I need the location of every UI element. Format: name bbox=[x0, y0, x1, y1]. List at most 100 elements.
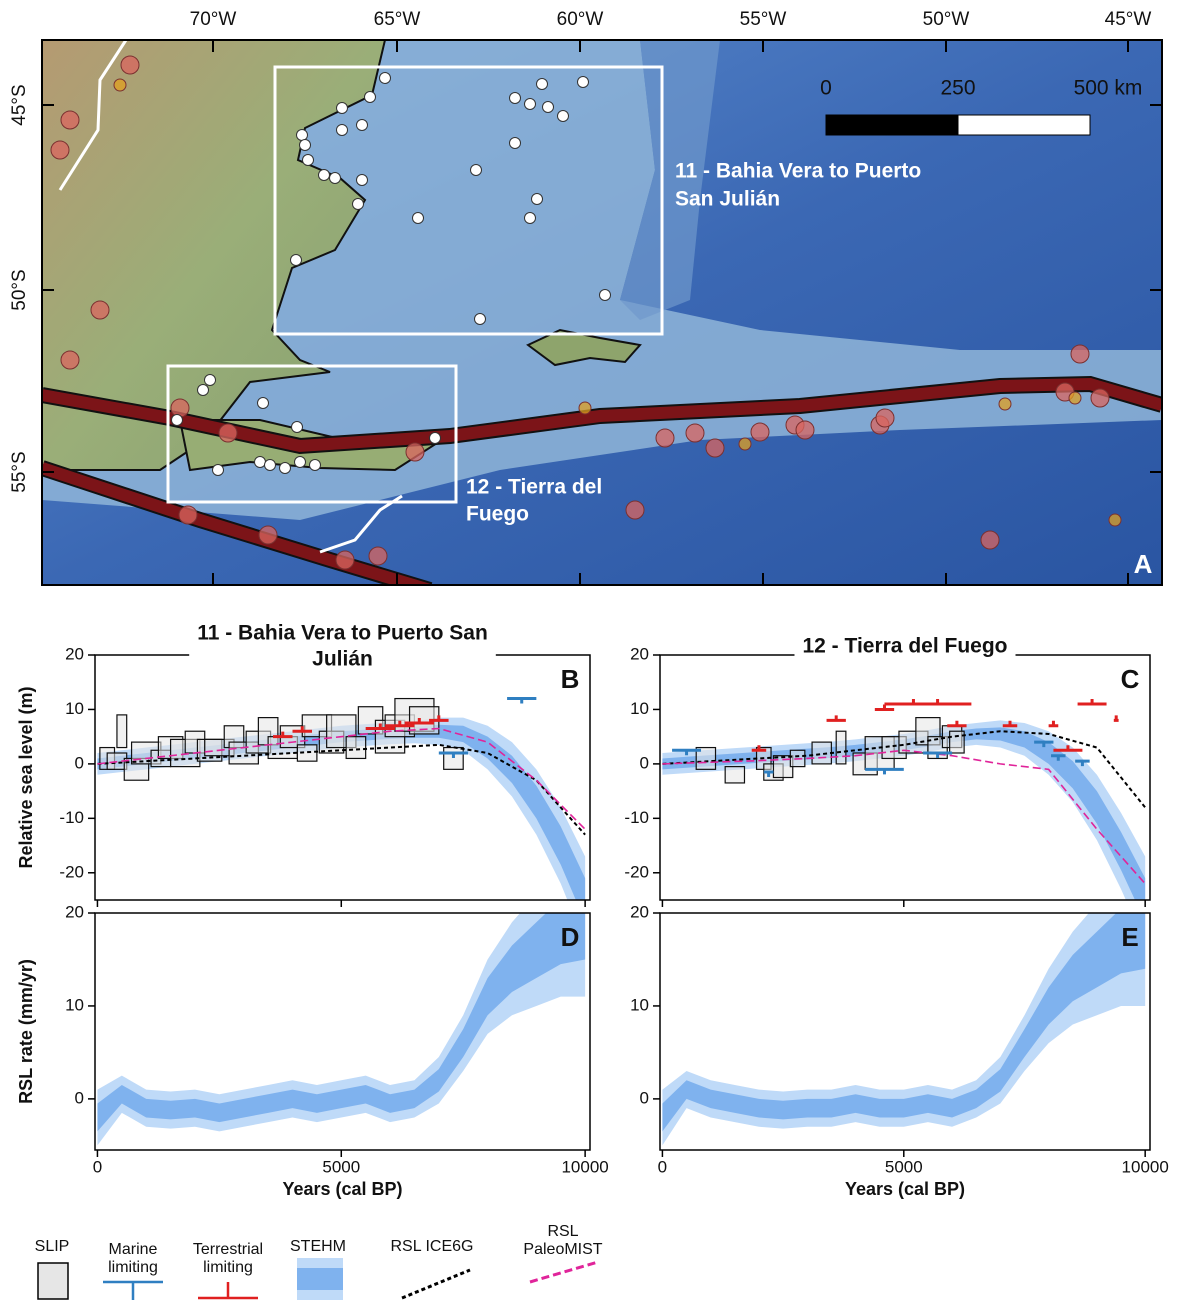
earthquake bbox=[336, 551, 354, 569]
y-tick-label: 10 bbox=[65, 699, 84, 718]
y-tick-label: -20 bbox=[59, 862, 84, 881]
marine-limiting bbox=[507, 699, 536, 704]
sample-site bbox=[353, 199, 364, 210]
y-tick-label: 20 bbox=[630, 902, 649, 921]
earthquake bbox=[796, 421, 814, 439]
x-tick-label: 10000 bbox=[561, 1157, 608, 1176]
legend-label: Marine bbox=[109, 1241, 158, 1258]
legend: SLIP Marine limiting Terrestrial limitin… bbox=[35, 1223, 603, 1300]
earthquake bbox=[91, 301, 109, 319]
sample-site bbox=[255, 457, 266, 468]
earthquake bbox=[981, 531, 999, 549]
plot-area bbox=[97, 848, 585, 1145]
lon-label: 70°W bbox=[190, 9, 237, 30]
figure: 0 250 500 km 11 - Bahia Vera to Puerto S… bbox=[0, 0, 1180, 1300]
earthquake bbox=[51, 141, 69, 159]
earthquake bbox=[1109, 514, 1121, 526]
sample-site bbox=[265, 460, 276, 471]
earthquake bbox=[219, 424, 237, 442]
legend-icon bbox=[198, 1282, 258, 1298]
y-tick-label: 0 bbox=[640, 753, 649, 772]
legend-label: limiting bbox=[108, 1259, 158, 1276]
legend-icon bbox=[103, 1282, 163, 1300]
terrestrial-limiting bbox=[1078, 699, 1107, 704]
scale-label: 250 bbox=[940, 77, 975, 100]
x-tick-label: 10000 bbox=[1122, 1157, 1169, 1176]
y-tick-label: 10 bbox=[630, 995, 649, 1014]
legend-label: STEHM bbox=[290, 1238, 346, 1255]
page: {"map": { "lon_labels": ["70°W", "65°W",… bbox=[0, 0, 1180, 1300]
sample-site bbox=[303, 155, 314, 166]
lon-label: 50°W bbox=[923, 9, 970, 30]
sample-site bbox=[475, 314, 486, 325]
sample-site bbox=[357, 120, 368, 131]
x-tick-label: 5000 bbox=[885, 1157, 923, 1176]
earthquake bbox=[114, 79, 126, 91]
sample-site bbox=[280, 463, 291, 474]
sample-site bbox=[198, 385, 209, 396]
scale-label: 0 bbox=[820, 77, 832, 100]
y-tick-label: 10 bbox=[65, 995, 84, 1014]
earthquake bbox=[171, 399, 189, 417]
lon-label: 55°W bbox=[740, 9, 787, 30]
chart-title: Julián bbox=[312, 648, 373, 671]
sample-site bbox=[510, 138, 521, 149]
legend-icon bbox=[402, 1270, 470, 1298]
sample-site bbox=[532, 194, 543, 205]
sample-site bbox=[413, 213, 424, 224]
earthquake bbox=[626, 501, 644, 519]
earthquake bbox=[739, 438, 751, 450]
sample-site bbox=[291, 255, 302, 266]
sample-site bbox=[205, 375, 216, 386]
y-tick-label: -10 bbox=[59, 808, 84, 827]
sample-site bbox=[471, 165, 482, 176]
legend-label: PaleoMIST bbox=[523, 1241, 602, 1258]
x-axis-label: Years (cal BP) bbox=[282, 1179, 402, 1199]
terrestrial-limiting bbox=[947, 721, 966, 726]
slip-box bbox=[346, 737, 366, 759]
slip-box bbox=[725, 767, 744, 783]
sample-site bbox=[543, 102, 554, 113]
scale-bar bbox=[826, 115, 958, 135]
legend-icon bbox=[38, 1263, 68, 1299]
earthquake bbox=[61, 111, 79, 129]
sample-site bbox=[258, 398, 269, 409]
sample-site bbox=[578, 77, 589, 88]
sample-site bbox=[300, 140, 311, 151]
region-label: San Julián bbox=[675, 188, 780, 211]
sample-site bbox=[380, 73, 391, 84]
y-axis-label: Relative sea level (m) bbox=[16, 686, 36, 868]
sample-site bbox=[337, 125, 348, 136]
sample-site bbox=[213, 465, 224, 476]
earthquake bbox=[876, 409, 894, 427]
earthquake bbox=[751, 423, 769, 441]
legend-label: Terrestrial bbox=[193, 1241, 263, 1258]
x-axis-label: Years (cal BP) bbox=[845, 1179, 965, 1199]
sample-site bbox=[319, 170, 330, 181]
y-tick-label: -20 bbox=[624, 862, 649, 881]
sample-site bbox=[295, 457, 306, 468]
lon-label: 60°W bbox=[557, 9, 604, 30]
region-label: 11 - Bahia Vera to Puerto bbox=[675, 160, 921, 183]
earthquake bbox=[369, 547, 387, 565]
panel-letter: A bbox=[1134, 549, 1153, 579]
legend-label: limiting bbox=[203, 1259, 253, 1276]
terrestrial-limiting bbox=[1049, 721, 1059, 726]
lon-label: 65°W bbox=[374, 9, 421, 30]
panel-letter: D bbox=[561, 922, 580, 952]
legend-icon bbox=[297, 1268, 343, 1290]
sample-site bbox=[337, 103, 348, 114]
earthquake bbox=[1071, 345, 1089, 363]
chart-title: 11 - Bahia Vera to Puerto San bbox=[197, 622, 488, 645]
sample-site bbox=[525, 99, 536, 110]
sample-site bbox=[310, 460, 321, 471]
legend-label: RSL ICE6G bbox=[391, 1238, 474, 1255]
sample-site bbox=[357, 175, 368, 186]
sample-site bbox=[430, 433, 441, 444]
slip-box bbox=[836, 731, 846, 764]
map bbox=[42, 40, 1162, 590]
sample-site bbox=[297, 130, 308, 141]
x-tick-label: 0 bbox=[658, 1157, 667, 1176]
y-tick-label: 20 bbox=[65, 644, 84, 663]
sample-site bbox=[510, 93, 521, 104]
